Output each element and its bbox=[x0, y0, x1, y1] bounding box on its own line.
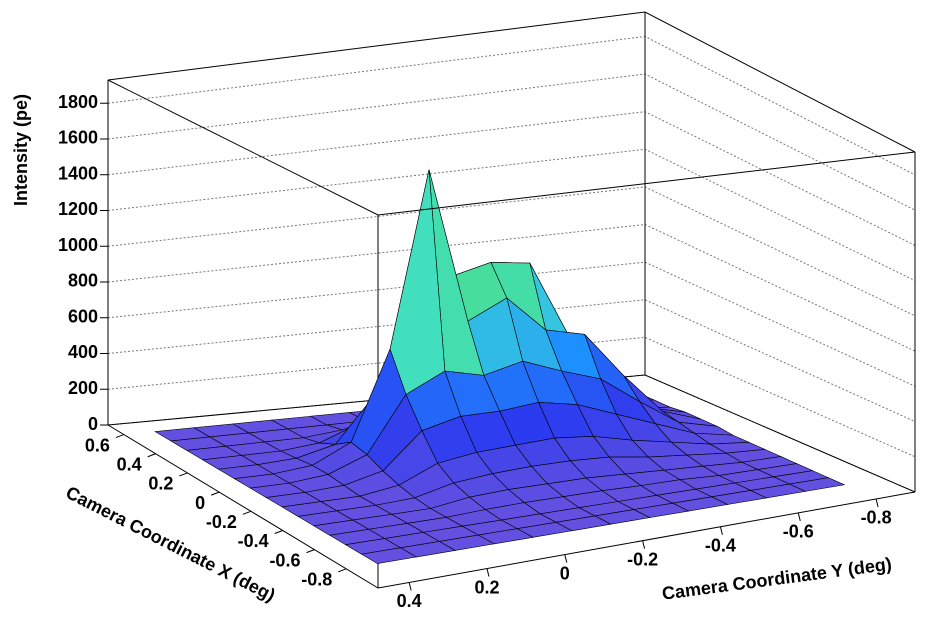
x-tick bbox=[179, 472, 188, 477]
y-tick bbox=[564, 554, 568, 563]
x-tick-label: -0.4 bbox=[238, 531, 269, 551]
box-edge bbox=[107, 11, 916, 153]
grid-line bbox=[107, 73, 916, 211]
y-tick bbox=[486, 568, 490, 577]
x-tick-label: 0.6 bbox=[85, 435, 110, 455]
y-tick-label: 0.4 bbox=[397, 591, 422, 611]
x-tick-label: -0.8 bbox=[301, 570, 332, 590]
y-tick bbox=[642, 540, 646, 549]
y-tick-label: -0.4 bbox=[705, 536, 736, 556]
y-axis-title: Camera Coordinate Y (deg) bbox=[661, 554, 893, 604]
x-tick bbox=[274, 530, 283, 534]
y-tick-label: 0.2 bbox=[474, 577, 499, 597]
y-tick-label: -0.2 bbox=[627, 549, 658, 569]
grid-line bbox=[107, 148, 916, 282]
z-tick-label: 1000 bbox=[58, 235, 98, 255]
x-tick bbox=[338, 568, 347, 573]
y-tick bbox=[875, 498, 879, 508]
z-tick-label: 200 bbox=[68, 378, 98, 398]
x-tick-label: 0.4 bbox=[117, 455, 142, 475]
z-tick-label: 600 bbox=[68, 306, 98, 326]
x-tick bbox=[211, 491, 220, 496]
z-tick-label: 1200 bbox=[58, 199, 98, 219]
grid-line bbox=[107, 111, 916, 246]
z-tick-label: 1800 bbox=[58, 92, 98, 112]
grid-line bbox=[107, 336, 916, 458]
y-tick bbox=[408, 582, 412, 591]
x-tick bbox=[147, 453, 156, 458]
z-tick-label: 1400 bbox=[58, 163, 98, 183]
x-tick-label: 0 bbox=[195, 493, 205, 513]
grid-line bbox=[107, 261, 916, 387]
z-tick-label: 0 bbox=[88, 414, 98, 434]
grid-line bbox=[107, 35, 916, 176]
x-tick bbox=[306, 549, 315, 554]
y-tick-label: -0.6 bbox=[783, 522, 814, 542]
z-tick-label: 800 bbox=[68, 271, 98, 291]
y-tick-label: -0.8 bbox=[861, 508, 892, 528]
x-tick bbox=[115, 434, 125, 439]
z-tick-label: 1600 bbox=[58, 128, 98, 148]
surface-cell bbox=[360, 547, 418, 564]
y-tick-label: 0 bbox=[560, 563, 570, 583]
box-edge bbox=[107, 374, 916, 493]
x-tick-label: -0.6 bbox=[269, 550, 300, 570]
grid-line bbox=[107, 299, 916, 422]
box-edge bbox=[107, 424, 916, 589]
y-tick bbox=[797, 512, 801, 521]
box-edge bbox=[107, 79, 916, 216]
z-tick-label: 400 bbox=[68, 342, 98, 362]
z-axis-title: Intensity (pe) bbox=[11, 94, 31, 206]
x-tick bbox=[242, 510, 252, 515]
x-tick-label: 0.2 bbox=[148, 474, 173, 494]
y-tick bbox=[719, 526, 723, 535]
x-tick-label: -0.2 bbox=[206, 512, 237, 532]
